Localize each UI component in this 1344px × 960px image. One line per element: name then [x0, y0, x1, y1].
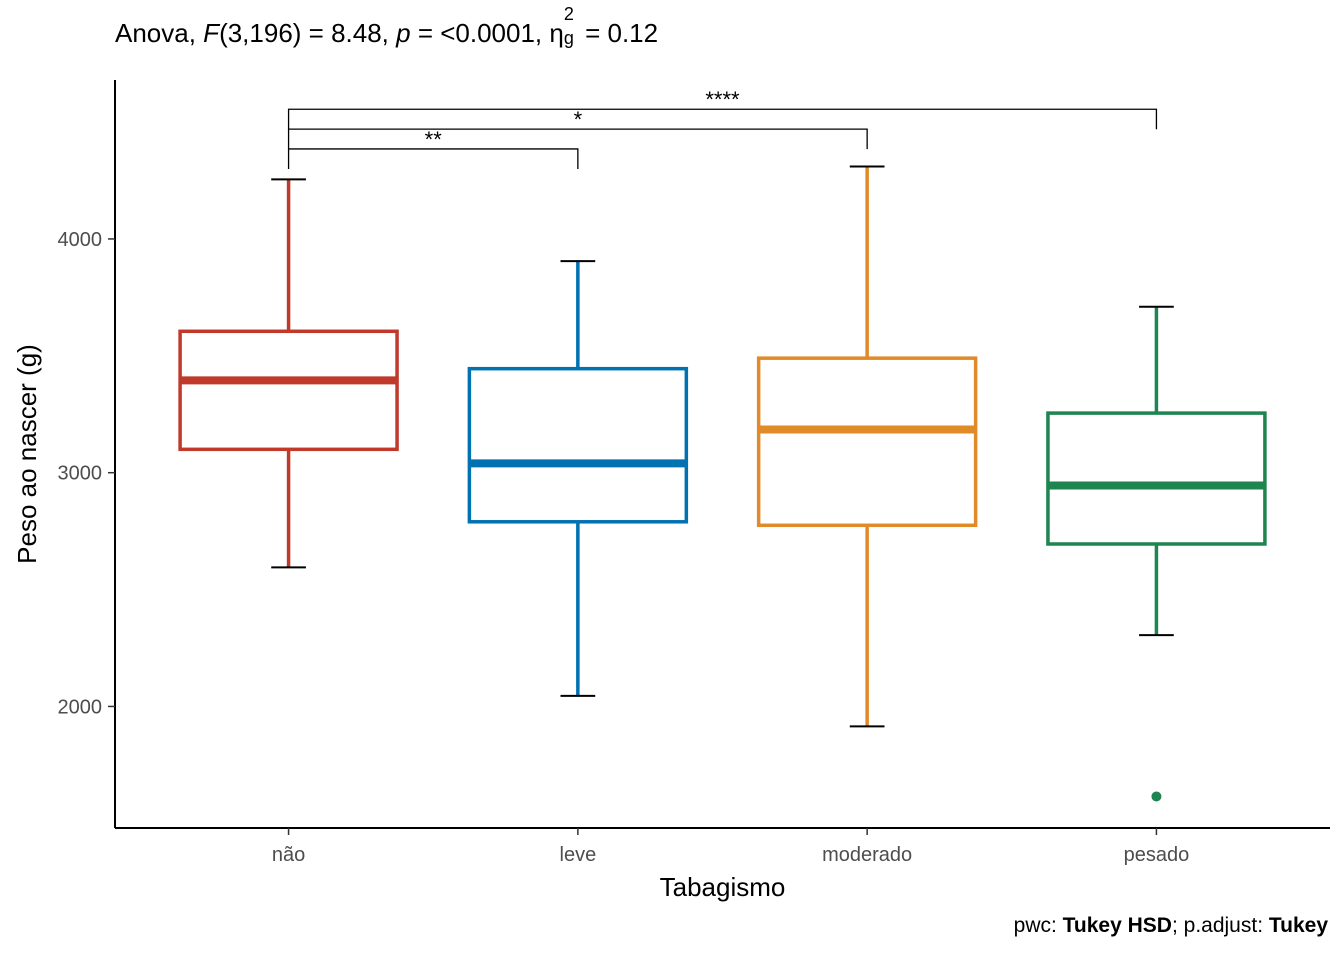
x-tick-label: pesado: [1124, 844, 1190, 866]
significance-label: *: [574, 107, 583, 132]
y-tick-label: 3000: [58, 463, 103, 485]
title-eta-sup: 2: [563, 4, 574, 24]
outlier-point: [1151, 791, 1162, 802]
y-tick-label: 2000: [58, 696, 103, 718]
box-moderado: [756, 356, 978, 528]
box-leve: [467, 366, 689, 524]
title-eta: η: [549, 18, 564, 48]
y-axis-title: Peso ao nascer (g): [12, 344, 42, 564]
title-f-part: (3,196) = 8.48,: [219, 18, 397, 48]
caption-adjust-value: Tukey: [1268, 914, 1328, 937]
significance-label: ****: [705, 87, 740, 112]
title-f-symbol: F: [203, 18, 220, 48]
caption-pwc-value: Tukey HSD: [1062, 914, 1172, 937]
title-prefix: Anova,: [115, 18, 204, 48]
title-p-part: = <0.0001,: [410, 18, 550, 48]
box-não: [178, 329, 399, 452]
significance-bracket: [287, 148, 579, 169]
caption-sep: ; p.adjust:: [1171, 914, 1269, 937]
box-pesado: [1046, 411, 1267, 546]
significance-bracket: [287, 108, 1158, 130]
title-eta-sub: g: [563, 28, 574, 48]
y-tick-label: 4000: [58, 229, 103, 251]
title-eta-part: = 0.12: [577, 18, 659, 48]
caption-pwc-label: pwc:: [1013, 914, 1063, 937]
x-tick-label: moderado: [822, 844, 912, 866]
chart-caption: pwc: Tukey HSD; p.adjust: Tukey: [1014, 914, 1328, 938]
x-tick-label: não: [272, 844, 305, 866]
x-axis-title: Tabagismo: [660, 872, 786, 902]
significance-label: **: [425, 127, 443, 152]
x-tick-label: leve: [560, 844, 597, 866]
significance-bracket: [287, 128, 868, 150]
title-p-symbol: p: [396, 18, 411, 48]
